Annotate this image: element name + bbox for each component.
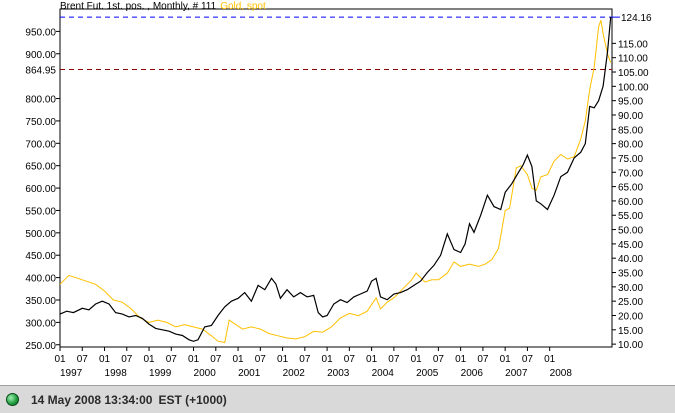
left-marker-label: 864.95 — [25, 66, 56, 77]
x-month-label: 01 — [322, 354, 334, 365]
x-year-label: 1998 — [105, 368, 128, 379]
right-tick-label: 95.00 — [618, 97, 643, 108]
right-tick-label: 55.00 — [618, 211, 643, 222]
right-tick-label: 80.00 — [618, 140, 643, 151]
left-tick-label: 750.00 — [25, 117, 56, 128]
x-month-label: 01 — [143, 354, 155, 365]
right-tick-label: 30.00 — [618, 283, 643, 294]
x-month-label: 01 — [366, 354, 378, 365]
right-tick-label: 85.00 — [618, 125, 643, 136]
left-tick-label: 600.00 — [25, 184, 56, 195]
right-tick-label: 115.00 — [618, 39, 648, 50]
left-tick-label: 950.00 — [25, 27, 56, 38]
left-tick-label: 650.00 — [25, 162, 56, 173]
x-month-label: 01 — [233, 354, 245, 365]
left-tick-label: 400.00 — [25, 274, 56, 285]
left-tick-label: 350.00 — [25, 296, 56, 307]
x-year-label: 2006 — [461, 368, 484, 379]
status-timezone: EST (+1000) — [158, 392, 227, 407]
right-tick-label: 35.00 — [618, 269, 643, 280]
right-tick-label: 60.00 — [618, 197, 643, 208]
x-month-label: 01 — [544, 354, 556, 365]
x-month-label: 01 — [277, 354, 289, 365]
right-tick-label: 65.00 — [618, 183, 643, 194]
x-month-label: 07 — [121, 354, 133, 365]
x-month-label: 07 — [344, 354, 356, 365]
left-marker-box — [0, 64, 58, 76]
x-year-label: 2002 — [283, 368, 306, 379]
status-datetime: 14 May 2008 13:34:00 — [31, 392, 153, 407]
x-month-label: 07 — [433, 354, 445, 365]
x-month-label: 01 — [500, 354, 512, 365]
right-tick-label: 90.00 — [618, 111, 643, 122]
x-month-label: 07 — [166, 354, 178, 365]
x-month-label: 07 — [77, 354, 89, 365]
status-bar: 14 May 2008 13:34:00 EST (+1000) — [0, 385, 675, 413]
right-tick-label: 45.00 — [618, 240, 643, 251]
right-tick-label: 100.00 — [618, 82, 649, 93]
right-tick-label: 110.00 — [618, 54, 648, 65]
series-label-gold: Gold, spot — [220, 1, 266, 12]
x-year-label: 2001 — [238, 368, 261, 379]
x-month-label: 01 — [188, 354, 200, 365]
right-tick-label: 40.00 — [618, 254, 643, 265]
x-month-label: 07 — [477, 354, 489, 365]
x-month-label: 07 — [210, 354, 222, 365]
right-tick-label: 10.00 — [618, 340, 643, 351]
right-tick-label: 75.00 — [618, 154, 643, 165]
x-month-label: 01 — [54, 354, 66, 365]
plot-area — [59, 8, 613, 348]
right-tick-label: 15.00 — [618, 326, 643, 337]
x-month-label: 07 — [388, 354, 400, 365]
x-month-label: 07 — [255, 354, 267, 365]
right-tick-label: 105.00 — [618, 68, 649, 79]
left-tick-label: 900.00 — [25, 50, 56, 61]
left-tick-label: 250.00 — [25, 341, 56, 352]
right-marker-label: 124.16 — [621, 13, 652, 24]
status-indicator-icon — [6, 393, 19, 406]
x-month-label: 07 — [522, 354, 534, 365]
x-month-label: 01 — [411, 354, 423, 365]
x-month-label: 01 — [99, 354, 111, 365]
left-tick-label: 450.00 — [25, 251, 56, 262]
x-year-label: 2000 — [194, 368, 217, 379]
x-year-label: 2003 — [327, 368, 350, 379]
chart: 250.00 300.00 350.00 400.00 450.00 500.00 550.… — [0, 1, 653, 379]
gold-spot-line — [59, 20, 612, 344]
x-year-label: 2007 — [505, 368, 528, 379]
left-tick-label: 500.00 — [25, 229, 56, 240]
chart-title: Brent Fut. 1st. pos. , Monthly, # 111 — [60, 1, 217, 12]
x-year-label: 2004 — [372, 368, 395, 379]
x-month-label: 01 — [455, 354, 467, 365]
right-tick-label: 25.00 — [618, 297, 643, 308]
right-tick-label: 70.00 — [618, 168, 643, 179]
x-year-label: 2005 — [416, 368, 439, 379]
left-tick-label: 550.00 — [25, 206, 56, 217]
right-tick-label: 20.00 — [618, 311, 643, 322]
x-year-label: 1997 — [60, 368, 83, 379]
left-tick-label: 800.00 — [25, 95, 56, 106]
brent-futures-line — [59, 17, 612, 342]
right-tick-label: 50.00 — [618, 226, 643, 237]
left-tick-label: 300.00 — [25, 318, 56, 329]
x-year-label: 1999 — [149, 368, 172, 379]
left-tick-label: 700.00 — [25, 139, 56, 150]
x-year-label: 2008 — [550, 368, 573, 379]
x-month-label: 07 — [299, 354, 311, 365]
